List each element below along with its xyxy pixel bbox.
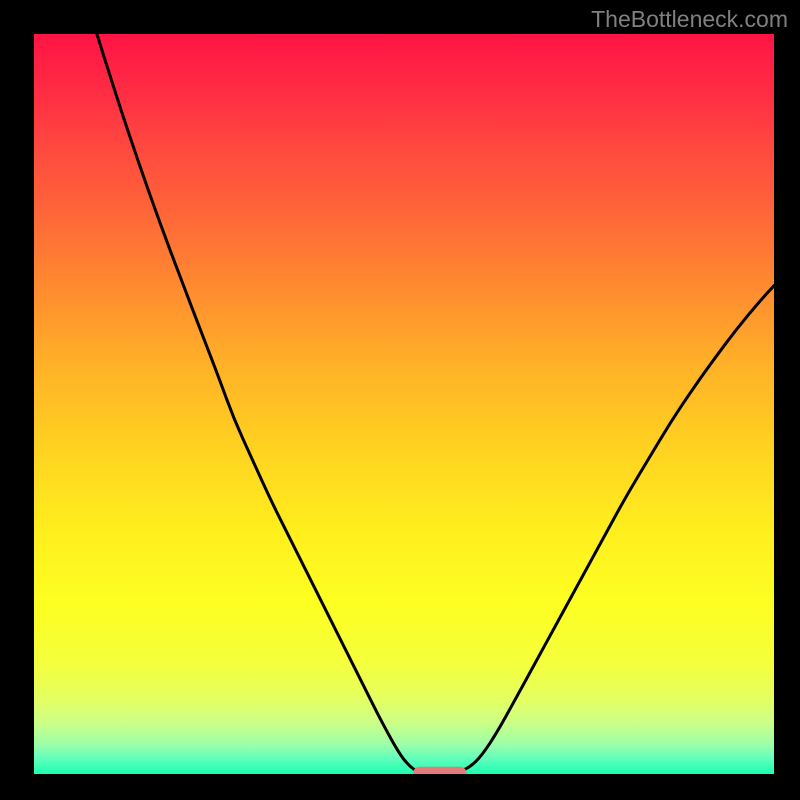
chart-curve [34,34,774,774]
chart-plot-area [34,34,774,774]
chart-minimum-marker [413,766,466,774]
watermark-text: TheBottleneck.com [591,6,788,33]
